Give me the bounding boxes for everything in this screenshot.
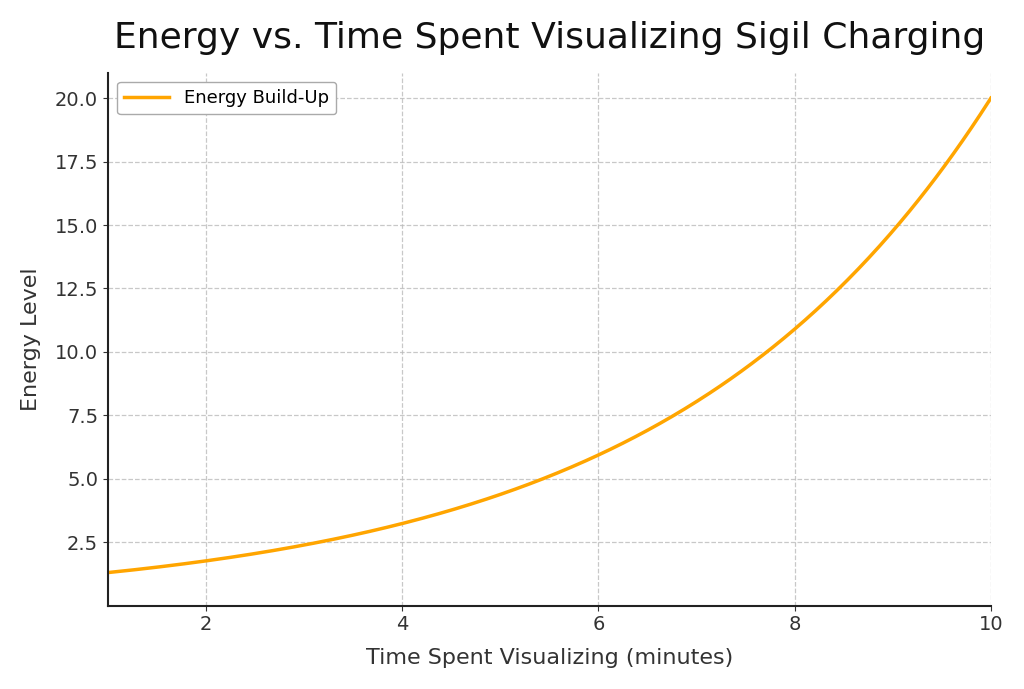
- Legend: Energy Build-Up: Energy Build-Up: [117, 82, 336, 114]
- Energy Build-Up: [526, 479, 539, 487]
- Energy Build-Up: [521, 481, 534, 489]
- Y-axis label: Energy Level: Energy Level: [20, 267, 41, 411]
- X-axis label: Time Spent Visualizing (minutes): Time Spent Visualizing (minutes): [366, 648, 733, 668]
- Energy Build-Up: [628, 433, 640, 442]
- Energy Build-Up: [101, 568, 114, 577]
- Energy Build-Up: [964, 126, 976, 134]
- Line: Energy Build-Up: Energy Build-Up: [108, 98, 991, 573]
- Title: Energy vs. Time Spent Visualizing Sigil Charging: Energy vs. Time Spent Visualizing Sigil …: [114, 21, 985, 55]
- Energy Build-Up: [580, 457, 592, 465]
- Energy Build-Up: [825, 291, 838, 300]
- Energy Build-Up: [985, 94, 997, 102]
